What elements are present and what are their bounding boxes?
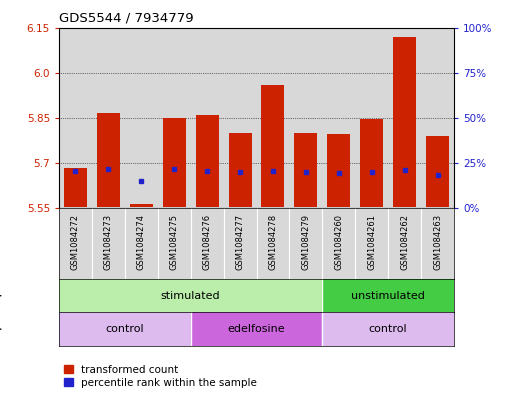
Bar [421,28,454,208]
Text: GSM1084275: GSM1084275 [170,214,179,270]
Bar [327,134,350,207]
Bar [388,28,421,208]
Text: GSM1084261: GSM1084261 [367,214,376,270]
Bar [322,28,355,208]
Bar [228,133,251,207]
Text: GSM1084260: GSM1084260 [334,214,343,270]
Text: GDS5544 / 7934779: GDS5544 / 7934779 [59,12,193,25]
Bar [393,37,416,207]
Text: unstimulated: unstimulated [351,291,425,301]
Text: control: control [369,324,407,334]
Bar [355,28,388,208]
Text: GSM1084277: GSM1084277 [235,214,245,270]
Bar [92,28,125,208]
Text: edelfosine: edelfosine [228,324,285,334]
Bar [294,133,318,207]
Text: GSM1084276: GSM1084276 [203,214,212,270]
Bar [130,204,153,207]
Text: GSM1084273: GSM1084273 [104,214,113,270]
Bar [195,116,219,207]
Text: GSM1084262: GSM1084262 [400,214,409,270]
Bar [322,279,454,312]
Text: GSM1084263: GSM1084263 [433,214,442,270]
Bar [64,168,87,207]
Bar [97,113,120,207]
Text: GSM1084272: GSM1084272 [71,214,80,270]
Text: control: control [106,324,144,334]
Text: GSM1084279: GSM1084279 [301,214,310,270]
Bar [59,279,322,312]
Bar [262,85,285,207]
Text: stimulated: stimulated [161,291,221,301]
Text: GSM1084278: GSM1084278 [268,214,278,270]
Bar [59,28,92,208]
Bar [157,28,191,208]
Bar [191,28,224,208]
Bar [224,28,256,208]
Bar [322,312,454,346]
Legend: transformed count, percentile rank within the sample: transformed count, percentile rank withi… [64,365,256,388]
Bar [256,28,289,208]
Bar [163,118,186,207]
Text: GSM1084274: GSM1084274 [137,214,146,270]
Bar [426,136,449,207]
Bar [125,28,157,208]
Bar [59,312,191,346]
Bar [360,119,383,207]
Bar [289,28,322,208]
Bar [191,312,322,346]
